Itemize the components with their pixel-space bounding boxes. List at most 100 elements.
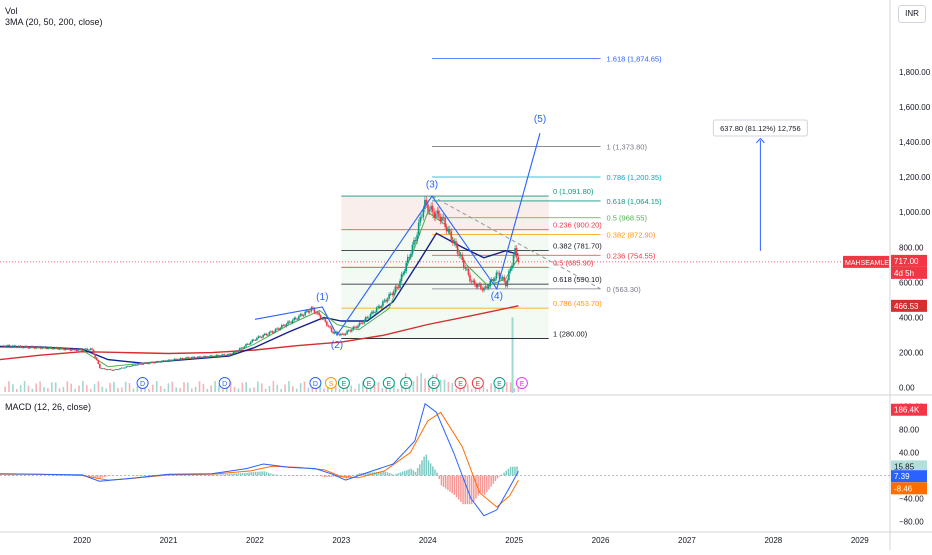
candle-body — [255, 340, 257, 341]
vol-legend[interactable]: Vol — [5, 6, 18, 17]
candle-body — [387, 299, 389, 302]
macd-histogram-bar — [203, 475, 205, 476]
volume-bar — [296, 389, 298, 392]
macd-histogram-bar — [268, 473, 270, 476]
macd-histogram-bar — [261, 471, 263, 475]
candle-body — [298, 316, 300, 319]
candle-body — [24, 346, 26, 347]
macd-histogram-bar — [423, 457, 425, 476]
candle-body — [449, 229, 451, 231]
candle-body — [363, 320, 365, 323]
candle-body — [447, 229, 449, 231]
candle-body — [407, 257, 409, 263]
macd-histogram-bar — [333, 475, 335, 476]
ma-legend[interactable]: 3MA (20, 50, 200, close) — [5, 17, 103, 28]
candle-body — [135, 365, 137, 366]
candle-body — [167, 360, 169, 361]
candle-body — [320, 315, 322, 319]
macd-histogram-bar — [218, 475, 220, 476]
volume-bar — [195, 387, 197, 392]
macd-histogram-bar — [426, 455, 428, 476]
candle-body — [463, 260, 465, 268]
macd-histogram-bar — [490, 475, 492, 486]
macd-histogram-bar — [419, 464, 421, 475]
candle-body — [228, 354, 230, 355]
candle-body — [273, 332, 275, 333]
macd-histogram-bar — [417, 468, 419, 475]
volume-bar — [397, 389, 399, 392]
time-tick-label: 2028 — [764, 536, 782, 545]
candle-body — [342, 334, 344, 335]
volume-bar — [90, 389, 92, 392]
macd-histogram-bar — [451, 475, 453, 493]
volume-bar — [47, 388, 49, 392]
candle-body — [486, 286, 488, 288]
macd-histogram-bar — [432, 466, 434, 475]
macd-legend[interactable]: MACD (12, 26, close) — [5, 402, 91, 413]
macd-histogram-bar — [277, 475, 279, 476]
candle-body — [304, 312, 306, 316]
candle-body — [409, 257, 411, 258]
volume-bar — [20, 385, 22, 392]
macd-histogram-bar — [223, 474, 225, 475]
volume-bar — [105, 389, 107, 392]
candle-body — [77, 350, 79, 351]
macd-histogram-bar — [89, 475, 91, 476]
macd-tick-label: −80.00 — [899, 517, 924, 526]
volume-bar — [378, 382, 380, 392]
event-marker-label: E — [497, 381, 502, 388]
candle-body — [250, 342, 252, 344]
event-marker-label: D — [313, 381, 318, 388]
macd-histogram-bar — [488, 475, 490, 489]
price-tick-label: 400.00 — [899, 314, 924, 323]
macd-histogram-bar — [356, 474, 358, 475]
candle-body — [234, 351, 236, 352]
candle-body — [214, 356, 216, 357]
volume-bar — [257, 382, 259, 392]
macd-histogram-bar — [257, 472, 259, 476]
volume-bar — [242, 383, 244, 392]
candle-body — [297, 319, 299, 320]
candle-body — [412, 245, 414, 254]
candle-body — [460, 255, 462, 256]
fib-ext-label: 1 (1,373.80) — [607, 143, 648, 152]
candle-body — [321, 319, 323, 320]
macd-histogram-bar — [389, 473, 391, 475]
candle-body — [247, 344, 249, 345]
candle-body — [183, 359, 185, 360]
candle-body — [471, 281, 473, 282]
candle-body — [73, 349, 75, 350]
candle-body — [511, 265, 513, 268]
candle-body — [7, 345, 9, 346]
candle-body — [82, 350, 84, 351]
fib-ext-label: 0.5 (968.55) — [607, 214, 648, 223]
macd-histogram-bar — [253, 472, 255, 476]
macd-histogram-bar — [397, 473, 399, 475]
macd-tick-label: 80.00 — [899, 426, 920, 435]
volume-bar — [424, 378, 426, 392]
candle-body — [127, 366, 129, 367]
volume-bar — [222, 389, 224, 392]
candle-body — [510, 269, 512, 272]
candle-body — [402, 273, 404, 274]
volume-bar — [218, 385, 220, 392]
candle-body — [281, 325, 283, 328]
candle-body — [171, 360, 173, 361]
fib-ret-label: 0.786 (453.70) — [553, 299, 602, 308]
macd-histogram-bar — [201, 475, 203, 476]
volume-bar — [234, 387, 236, 392]
macd-histogram-bar — [99, 475, 101, 478]
candle-body — [216, 355, 218, 356]
currency-button[interactable]: INR — [898, 5, 926, 23]
candle-body — [211, 356, 213, 357]
candle-body — [500, 279, 502, 280]
macd-histogram-bar — [248, 472, 250, 475]
macd-histogram-bar — [445, 475, 447, 488]
volume-bar — [113, 382, 115, 392]
candle-body — [262, 335, 264, 337]
volume-bar — [98, 381, 100, 392]
fib-ext-label: 0.618 (1,064.15) — [607, 197, 663, 206]
candle-body — [141, 364, 143, 365]
